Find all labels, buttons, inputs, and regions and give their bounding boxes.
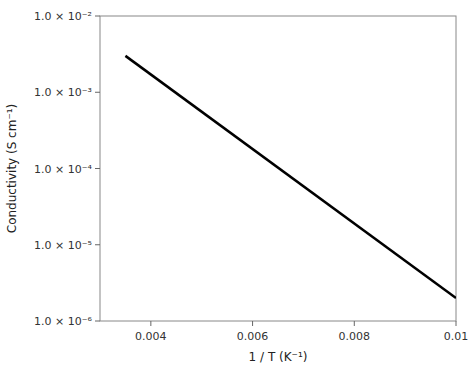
x-axis-label: 1 / T (K⁻¹) [249,350,308,364]
plot-frame [100,16,456,321]
chart: 0.004 0.006 0.008 0.01 1.0 × 10⁻⁶ 1.0 × 10⁻⁵ 1… [0,0,474,371]
y-tick [95,168,100,169]
x-tick [252,321,253,326]
data-line [125,56,456,298]
x-tick [150,321,151,326]
y-tick [95,92,100,93]
y-tick [95,16,100,17]
x-tick-label: 0.01 [444,330,469,343]
y-tick-label: 1.0 × 10⁻³ [34,86,92,99]
x-tick [456,321,457,326]
y-tick [95,244,100,245]
plot-area [125,56,456,298]
y-tick-label: 1.0 × 10⁻² [34,10,92,23]
y-tick-label: 1.0 × 10⁻⁴ [34,163,93,176]
y-axis-label: Conductivity (S cm⁻¹) [5,104,19,233]
y-tick-label: 1.0 × 10⁻⁵ [34,239,92,252]
x-tick [354,321,355,326]
y-tick-label: 1.0 × 10⁻⁶ [34,315,93,328]
x-tick-label: 0.008 [339,330,371,343]
y-tick [95,321,100,322]
x-tick-label: 0.006 [237,330,269,343]
x-tick-label: 0.004 [135,330,167,343]
